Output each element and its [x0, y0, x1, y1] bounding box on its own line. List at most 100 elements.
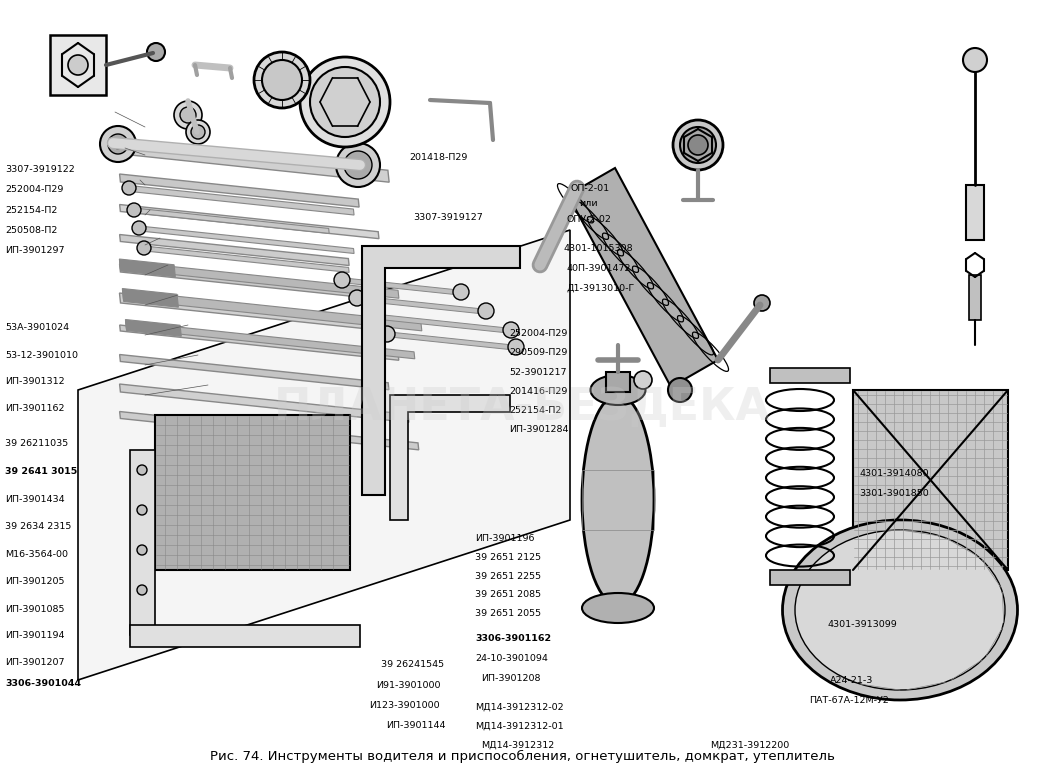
- Text: 3307-3919127: 3307-3919127: [413, 213, 483, 223]
- Bar: [130, 450, 155, 635]
- Text: 52-3901217: 52-3901217: [509, 368, 567, 377]
- Polygon shape: [370, 314, 509, 333]
- Polygon shape: [120, 325, 399, 361]
- Circle shape: [300, 57, 390, 147]
- Text: 39 2651 2085: 39 2651 2085: [475, 590, 541, 599]
- Ellipse shape: [794, 530, 1005, 690]
- Circle shape: [508, 339, 524, 355]
- Text: 4301-3913099: 4301-3913099: [828, 620, 898, 630]
- Circle shape: [191, 125, 205, 139]
- Polygon shape: [390, 395, 511, 520]
- Text: ИП-3901196: ИП-3901196: [475, 534, 535, 543]
- Text: 39 2651 2255: 39 2651 2255: [475, 572, 541, 581]
- Text: ИП-3901205: ИП-3901205: [5, 577, 65, 586]
- Polygon shape: [120, 174, 359, 207]
- Text: 252004-П29: 252004-П29: [5, 185, 64, 194]
- Text: 24-10-3901094: 24-10-3901094: [475, 654, 548, 663]
- Polygon shape: [119, 259, 175, 277]
- Ellipse shape: [591, 375, 645, 405]
- Bar: [770, 570, 850, 585]
- Polygon shape: [125, 321, 414, 359]
- Circle shape: [680, 127, 716, 163]
- Text: ИП-3901144: ИП-3901144: [386, 721, 446, 731]
- Polygon shape: [120, 412, 419, 450]
- Bar: [966, 185, 984, 240]
- Text: ОПУ-2-02: ОПУ-2-02: [567, 215, 612, 224]
- Text: 40П-3901472: 40П-3901472: [567, 263, 632, 273]
- Polygon shape: [140, 245, 349, 272]
- Circle shape: [754, 295, 770, 311]
- Text: 252154-П2: 252154-П2: [5, 205, 57, 215]
- Text: ИП-3901194: ИП-3901194: [5, 631, 65, 641]
- Ellipse shape: [582, 593, 654, 623]
- Text: ИП-3901297: ИП-3901297: [5, 246, 65, 256]
- Polygon shape: [120, 384, 409, 423]
- Circle shape: [113, 139, 123, 149]
- Bar: [853, 390, 1009, 570]
- Circle shape: [68, 55, 88, 75]
- Text: 39 26241545: 39 26241545: [381, 660, 444, 670]
- Bar: [50, 35, 106, 95]
- Text: 3307-3919122: 3307-3919122: [5, 165, 75, 174]
- Text: 53-12-3901010: 53-12-3901010: [5, 350, 78, 360]
- Polygon shape: [125, 320, 182, 336]
- Bar: [969, 275, 981, 320]
- Text: 252004-П29: 252004-П29: [509, 329, 568, 339]
- Text: ПАТ-67А-12М-У2: ПАТ-67А-12М-У2: [809, 695, 888, 705]
- Polygon shape: [122, 291, 422, 331]
- Polygon shape: [122, 289, 179, 307]
- Text: ИП-3901312: ИП-3901312: [5, 377, 65, 387]
- Text: МД14-3912312-01: МД14-3912312-01: [475, 721, 564, 731]
- Polygon shape: [355, 296, 484, 314]
- Circle shape: [673, 120, 723, 170]
- Text: ПЛАНЕТА-БЕЗДЕКА: ПЛАНЕТА-БЕЗДЕКА: [274, 387, 770, 429]
- Bar: [582, 470, 654, 530]
- Circle shape: [137, 585, 147, 595]
- Circle shape: [668, 378, 692, 402]
- Circle shape: [137, 505, 147, 515]
- Polygon shape: [385, 332, 515, 350]
- Circle shape: [132, 221, 146, 235]
- Text: 39 26211035: 39 26211035: [5, 439, 69, 448]
- Circle shape: [364, 308, 380, 324]
- Polygon shape: [120, 261, 399, 298]
- Text: МД14-3912312-02: МД14-3912312-02: [475, 702, 564, 712]
- Text: 39 2651 2125: 39 2651 2125: [475, 553, 541, 562]
- Text: А24-21-3: А24-21-3: [830, 676, 874, 685]
- Text: 39 2651 2055: 39 2651 2055: [475, 608, 541, 618]
- Text: 39 2641 3015: 39 2641 3015: [5, 466, 77, 476]
- Text: 3301-3901850: 3301-3901850: [859, 489, 929, 499]
- Circle shape: [453, 284, 469, 300]
- Polygon shape: [120, 264, 369, 298]
- Text: 3306-3901162: 3306-3901162: [475, 634, 551, 644]
- Text: ОП-2-01: ОП-2-01: [570, 183, 609, 193]
- Text: МД14-3912312: МД14-3912312: [481, 740, 554, 750]
- Circle shape: [180, 107, 196, 123]
- Ellipse shape: [582, 395, 654, 605]
- Circle shape: [503, 322, 519, 338]
- Text: 201416-П29: 201416-П29: [509, 387, 568, 396]
- Circle shape: [334, 272, 350, 288]
- Bar: [770, 368, 850, 383]
- Text: 53А-3901024: 53А-3901024: [5, 323, 69, 332]
- Circle shape: [137, 465, 147, 475]
- Ellipse shape: [783, 520, 1018, 700]
- Text: ИП-3901162: ИП-3901162: [5, 404, 65, 413]
- Circle shape: [634, 371, 652, 389]
- Circle shape: [349, 290, 365, 306]
- Text: 250508-П2: 250508-П2: [5, 226, 57, 235]
- Bar: [155, 415, 350, 570]
- Circle shape: [310, 67, 380, 137]
- Polygon shape: [119, 142, 389, 182]
- Circle shape: [379, 326, 395, 342]
- Polygon shape: [124, 185, 354, 215]
- Circle shape: [122, 181, 136, 195]
- Text: ИП-3901284: ИП-3901284: [509, 425, 569, 434]
- Text: 4301-1015308: 4301-1015308: [564, 244, 634, 253]
- Text: И91-3901000: И91-3901000: [376, 681, 441, 690]
- Circle shape: [174, 101, 201, 129]
- Text: 201418-П29: 201418-П29: [409, 153, 468, 162]
- Polygon shape: [362, 246, 520, 495]
- Bar: [606, 372, 630, 392]
- Polygon shape: [120, 234, 349, 266]
